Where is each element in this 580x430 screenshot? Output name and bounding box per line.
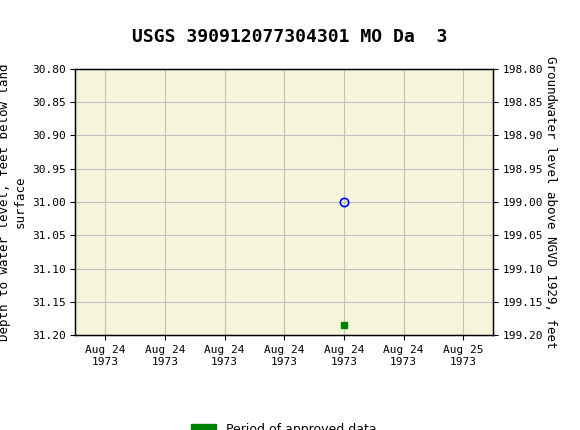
Legend: Period of approved data: Period of approved data — [186, 418, 382, 430]
Text: ≡USGS: ≡USGS — [6, 11, 82, 30]
Text: USGS 390912077304301 MO Da  3: USGS 390912077304301 MO Da 3 — [132, 28, 448, 46]
Y-axis label: Depth to water level, feet below land
surface: Depth to water level, feet below land su… — [0, 63, 26, 341]
Y-axis label: Groundwater level above NGVD 1929, feet: Groundwater level above NGVD 1929, feet — [544, 56, 557, 348]
